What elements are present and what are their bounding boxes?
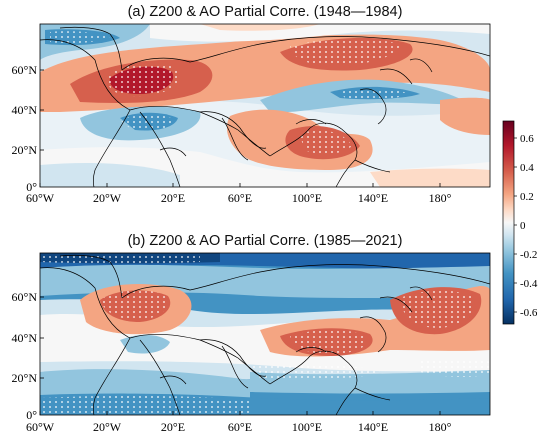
- panel-b-ticks: [39, 296, 441, 415]
- panel-a-frame: [39, 23, 491, 188]
- colorbar-tick-label: -0.4: [520, 278, 538, 290]
- panel-a-lat-label: 60°N: [12, 63, 38, 77]
- panel-b-title: (b) Z200 & AO Partial Corre. (1985—2021): [127, 233, 403, 249]
- colorbar-tick-label: -0.6: [520, 307, 538, 319]
- colorbar-tick-label: 0.4: [520, 162, 534, 174]
- panel-b-lat-label: 40°N: [12, 331, 38, 345]
- panel-b-coastlines: [40, 254, 490, 415]
- panel-b-map: [40, 253, 490, 415]
- colorbar-tick-label: 0.2: [520, 191, 534, 203]
- panel-a-coastlines: [40, 26, 490, 187]
- panel-b-lon-label: 20°W: [93, 420, 122, 434]
- colorbar-ticks: [514, 137, 517, 313]
- panel-b-lon-label: 180°: [429, 420, 452, 434]
- panel-a-lon-label: 20°W: [93, 191, 122, 205]
- panel-a-map: [40, 24, 490, 187]
- colorbar-tick-label: -0.2: [520, 249, 537, 261]
- panel-b-lon-label: 140°E: [358, 420, 388, 434]
- panel-a-lon-label: 60°W: [26, 191, 55, 205]
- colorbar-tick-label: 0.6: [520, 133, 534, 145]
- panel-b-lon-label: 100°E: [292, 420, 322, 434]
- panel-b-lon-label: 60°W: [26, 420, 55, 434]
- panel-b-lon-label: 20°E: [161, 420, 185, 434]
- panel-a-lat-label: 20°N: [12, 143, 38, 157]
- panel-a-lon-label: 100°E: [292, 191, 322, 205]
- colorbar: [502, 120, 515, 325]
- panel-b-lon-label: 60°E: [228, 420, 252, 434]
- panel-a-lon-label: 180°: [429, 191, 452, 205]
- panel-a-lon-label: 20°E: [161, 191, 185, 205]
- panel-a-lat-label: 40°N: [12, 103, 38, 117]
- panel-a-lat-label: 0°: [26, 180, 37, 194]
- panel-b-lat-label: 60°N: [12, 290, 38, 304]
- panel-b-frame: [39, 252, 491, 416]
- panel-a-lon-label: 140°E: [358, 191, 388, 205]
- panel-b-lat-label: 0°: [26, 408, 37, 422]
- panel-a-lon-label: 60°E: [228, 191, 252, 205]
- colorbar-tick-label: 0: [520, 220, 526, 232]
- panel-a-ticks: [39, 69, 441, 187]
- panel-a-title: (a) Z200 & AO Partial Corre. (1948—1984): [127, 4, 403, 20]
- panel-b-lat-label: 20°N: [12, 371, 38, 385]
